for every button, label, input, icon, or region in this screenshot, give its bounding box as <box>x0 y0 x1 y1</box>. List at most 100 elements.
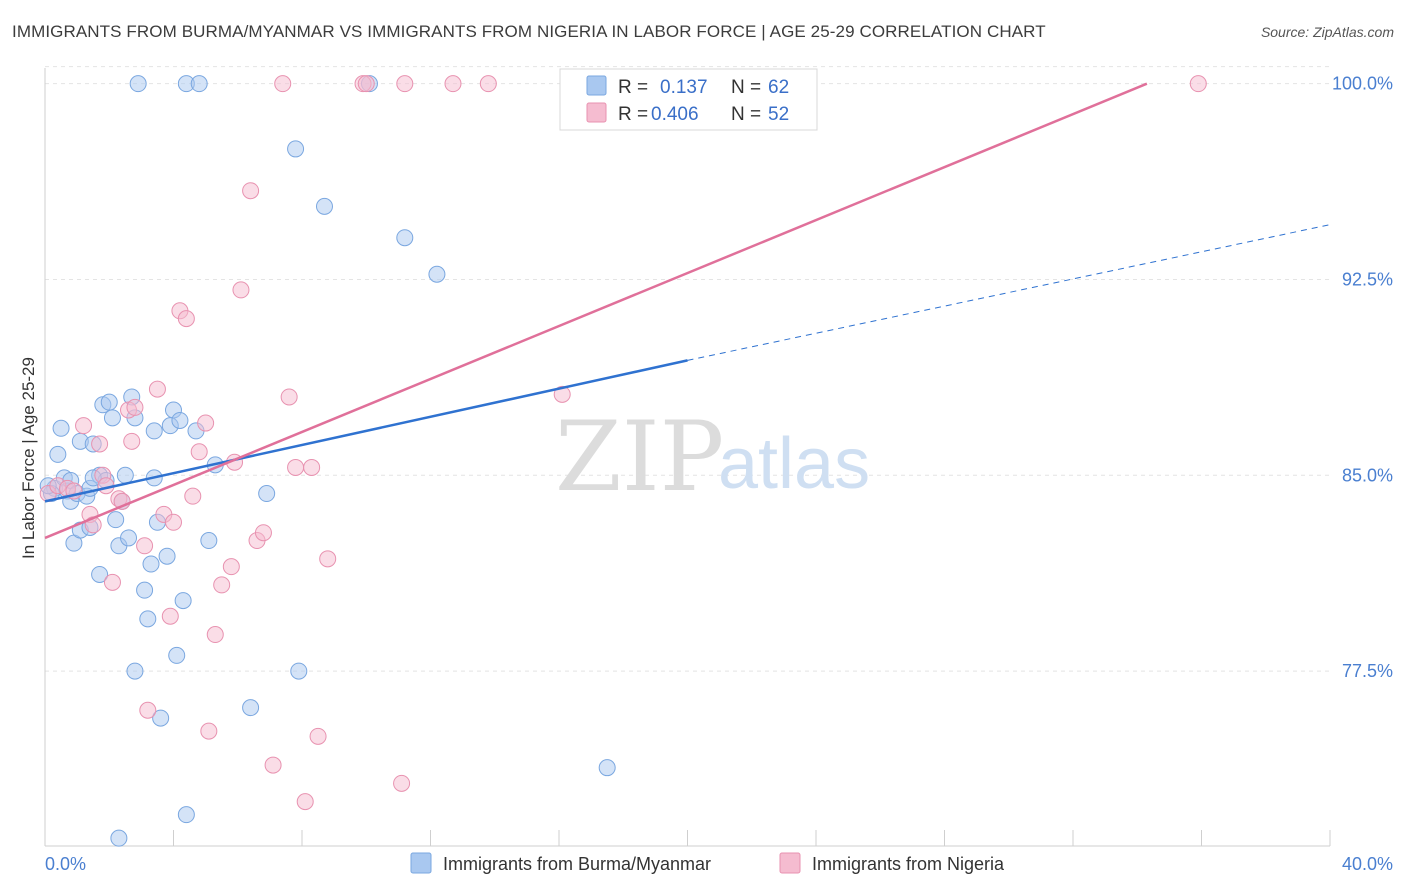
burma-point <box>142 555 160 573</box>
nigeria-point <box>136 537 154 555</box>
chart-title: IMMIGRANTS FROM BURMA/MYANMAR VS IMMIGRA… <box>12 22 1046 41</box>
gridlines <box>45 66 1330 672</box>
y-axis-label: In Labor Force | Age 25-29 <box>19 357 38 559</box>
burma-point <box>136 581 154 599</box>
nigeria-point <box>553 385 571 403</box>
nigeria-point <box>396 75 414 93</box>
nigeria-point <box>123 432 141 450</box>
nigeria-point <box>206 626 224 644</box>
nigeria-trend-line <box>44 82 1148 540</box>
burma-point <box>152 709 170 727</box>
trend-lines <box>44 82 1331 540</box>
burma-point <box>190 75 208 93</box>
series-nigeria-points <box>39 75 1207 811</box>
burma-point <box>158 547 176 565</box>
nigeria-point <box>444 75 462 93</box>
nigeria-point <box>161 607 179 625</box>
legend-n-label-nigeria: N = <box>731 104 761 125</box>
burma-point <box>100 393 118 411</box>
x-tick-label-min: 0.0% <box>45 854 86 874</box>
nigeria-point <box>357 75 375 93</box>
nigeria-point <box>479 75 497 93</box>
legend-swatch-burma <box>586 75 607 96</box>
legend-r-value-burma: 0.137 <box>660 77 708 98</box>
bottom-legend-swatch-nigeria <box>779 852 801 874</box>
burma-trend-line <box>44 359 688 503</box>
nigeria-point <box>303 458 321 476</box>
nigeria-point <box>242 182 260 200</box>
y-tick-label: 100.0% <box>1332 74 1393 94</box>
burma-point <box>171 411 189 429</box>
nigeria-point <box>1189 75 1207 93</box>
nigeria-point <box>213 576 231 594</box>
y-tick-label: 92.5% <box>1342 269 1393 289</box>
watermark: ZIP atlas <box>555 401 870 513</box>
axes <box>44 68 1331 847</box>
burma-point <box>129 75 147 93</box>
burma-point <box>91 565 109 583</box>
nigeria-point <box>296 793 314 811</box>
nigeria-point <box>287 458 305 476</box>
series-burma-points <box>39 75 616 847</box>
nigeria-point <box>75 417 93 435</box>
y-tick-label: 77.5% <box>1342 661 1393 681</box>
burma-point <box>107 511 125 529</box>
burma-point <box>168 646 186 664</box>
x-tick-label-max: 40.0% <box>1342 854 1393 874</box>
legend-n-value-nigeria: 52 <box>768 104 789 125</box>
burma-point <box>258 485 276 503</box>
nigeria-point <box>232 281 250 299</box>
burma-point <box>287 140 305 158</box>
bottom-legend: Immigrants from Burma/Myanmar Immigrants… <box>410 852 1005 874</box>
nigeria-point <box>309 727 327 745</box>
nigeria-point <box>91 435 109 453</box>
legend-n-label-burma: N = <box>731 77 761 98</box>
nigeria-point <box>165 513 182 531</box>
nigeria-point <box>139 701 157 719</box>
burma-point <box>110 829 128 847</box>
nigeria-point <box>148 380 166 398</box>
nigeria-point <box>280 388 298 406</box>
nigeria-point <box>200 722 218 740</box>
burma-point <box>598 759 616 777</box>
nigeria-point <box>126 398 144 416</box>
burma-point <box>396 229 414 247</box>
burma-point <box>200 532 218 550</box>
burma-point <box>145 422 163 440</box>
legend: R = 0.137 N = 62 R = 0.406 N = 52 <box>559 68 818 131</box>
burma-point <box>428 265 446 283</box>
nigeria-point <box>190 443 208 461</box>
watermark-atlas: atlas <box>718 424 870 504</box>
burma-trend-extension <box>687 224 1331 361</box>
burma-point <box>126 662 144 680</box>
bottom-legend-label-nigeria: Immigrants from Nigeria <box>812 854 1005 874</box>
burma-point <box>49 445 67 463</box>
x-axis-tick-labels: 0.0% 40.0% <box>45 854 1393 874</box>
source-label: Source: ZipAtlas.com <box>1260 24 1394 40</box>
burma-point <box>174 592 192 610</box>
nigeria-point <box>264 756 282 774</box>
burma-point <box>120 529 138 547</box>
nigeria-point <box>319 550 337 568</box>
burma-point <box>116 466 134 484</box>
nigeria-point <box>184 487 202 505</box>
y-tick-label: 85.0% <box>1342 465 1393 485</box>
bottom-legend-swatch-burma <box>410 852 432 874</box>
burma-point <box>290 662 308 680</box>
burma-point <box>52 419 70 437</box>
legend-n-value-burma: 62 <box>768 77 789 98</box>
legend-r-value-nigeria: 0.406 <box>651 104 699 125</box>
burma-point <box>139 610 157 628</box>
nigeria-point <box>393 774 411 792</box>
legend-r-label-burma: R = <box>618 77 648 98</box>
watermark-zip: ZIP <box>555 401 724 513</box>
nigeria-point <box>274 75 292 93</box>
nigeria-point <box>254 524 272 542</box>
nigeria-point <box>103 573 121 591</box>
legend-r-label-nigeria: R = <box>618 104 648 125</box>
burma-point <box>103 409 121 427</box>
bottom-legend-label-burma: Immigrants from Burma/Myanmar <box>443 854 711 874</box>
nigeria-point <box>197 414 215 432</box>
y-axis-tick-labels: 77.5% 85.0% 92.5% 100.0% <box>1332 74 1393 681</box>
